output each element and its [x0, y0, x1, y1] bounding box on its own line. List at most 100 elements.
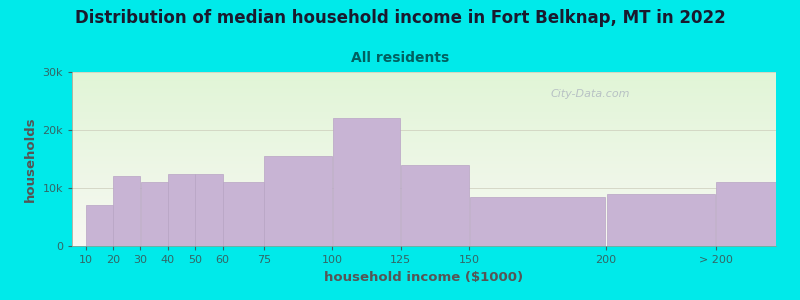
Bar: [72, 129, 776, 131]
Bar: [72, 117, 776, 119]
Bar: [72, 159, 776, 161]
Bar: [72, 229, 776, 230]
Bar: [72, 234, 776, 236]
Bar: [72, 161, 776, 163]
Bar: [72, 196, 776, 197]
Bar: [401, 165, 469, 246]
Bar: [72, 215, 776, 216]
Bar: [72, 225, 776, 227]
Bar: [72, 133, 776, 135]
Text: All residents: All residents: [351, 51, 449, 65]
Bar: [72, 220, 776, 222]
Bar: [72, 192, 776, 194]
Bar: [72, 173, 776, 175]
Bar: [72, 126, 776, 128]
Bar: [72, 169, 776, 171]
Bar: [716, 182, 800, 246]
Bar: [72, 81, 776, 82]
Bar: [72, 122, 776, 124]
Bar: [72, 189, 776, 190]
Bar: [72, 155, 776, 157]
Bar: [72, 157, 776, 159]
Bar: [72, 227, 776, 229]
Bar: [72, 204, 776, 206]
Bar: [606, 194, 715, 246]
Bar: [72, 150, 776, 152]
Bar: [72, 201, 776, 203]
Bar: [72, 232, 776, 234]
Bar: [72, 164, 776, 166]
Bar: [72, 138, 776, 140]
Bar: [72, 216, 776, 218]
Bar: [72, 84, 776, 86]
Bar: [72, 116, 776, 117]
Bar: [72, 89, 776, 91]
Bar: [86, 206, 113, 246]
Bar: [72, 242, 776, 244]
Bar: [72, 176, 776, 178]
Bar: [72, 100, 776, 102]
Bar: [72, 135, 776, 137]
Bar: [72, 171, 776, 173]
Bar: [72, 98, 776, 100]
Bar: [72, 77, 776, 79]
Bar: [72, 112, 776, 114]
Text: Distribution of median household income in Fort Belknap, MT in 2022: Distribution of median household income …: [74, 9, 726, 27]
Bar: [72, 145, 776, 147]
Bar: [72, 93, 776, 94]
Bar: [72, 185, 776, 187]
Bar: [72, 152, 776, 154]
Bar: [72, 187, 776, 189]
Bar: [72, 142, 776, 143]
Bar: [72, 182, 776, 183]
Bar: [72, 88, 776, 89]
Bar: [72, 121, 776, 122]
Bar: [72, 199, 776, 201]
Bar: [72, 94, 776, 96]
Bar: [141, 182, 168, 246]
Bar: [72, 105, 776, 107]
Bar: [72, 143, 776, 145]
Bar: [72, 218, 776, 220]
Bar: [72, 96, 776, 98]
Bar: [72, 82, 776, 84]
Bar: [72, 76, 776, 77]
Bar: [72, 209, 776, 211]
Bar: [72, 208, 776, 209]
Bar: [72, 194, 776, 196]
Bar: [72, 91, 776, 93]
Bar: [223, 182, 263, 246]
Bar: [333, 118, 400, 246]
Bar: [72, 213, 776, 215]
Bar: [195, 173, 222, 246]
Bar: [72, 202, 776, 204]
Y-axis label: households: households: [24, 116, 37, 202]
Bar: [72, 241, 776, 242]
Bar: [72, 79, 776, 81]
Bar: [72, 197, 776, 199]
Bar: [72, 239, 776, 241]
Bar: [72, 175, 776, 176]
Bar: [72, 119, 776, 121]
Bar: [72, 131, 776, 133]
Text: City-Data.com: City-Data.com: [550, 89, 630, 99]
Bar: [72, 124, 776, 126]
Bar: [72, 178, 776, 180]
Bar: [72, 236, 776, 237]
Bar: [72, 168, 776, 169]
Bar: [264, 156, 332, 246]
Bar: [114, 176, 140, 246]
Bar: [72, 180, 776, 182]
Bar: [72, 230, 776, 232]
Bar: [72, 72, 776, 74]
Bar: [72, 103, 776, 105]
Bar: [72, 244, 776, 246]
Bar: [72, 206, 776, 208]
Bar: [72, 140, 776, 142]
Bar: [72, 86, 776, 88]
Bar: [72, 148, 776, 150]
Bar: [72, 211, 776, 213]
Bar: [72, 114, 776, 116]
Bar: [72, 74, 776, 76]
Bar: [72, 147, 776, 148]
